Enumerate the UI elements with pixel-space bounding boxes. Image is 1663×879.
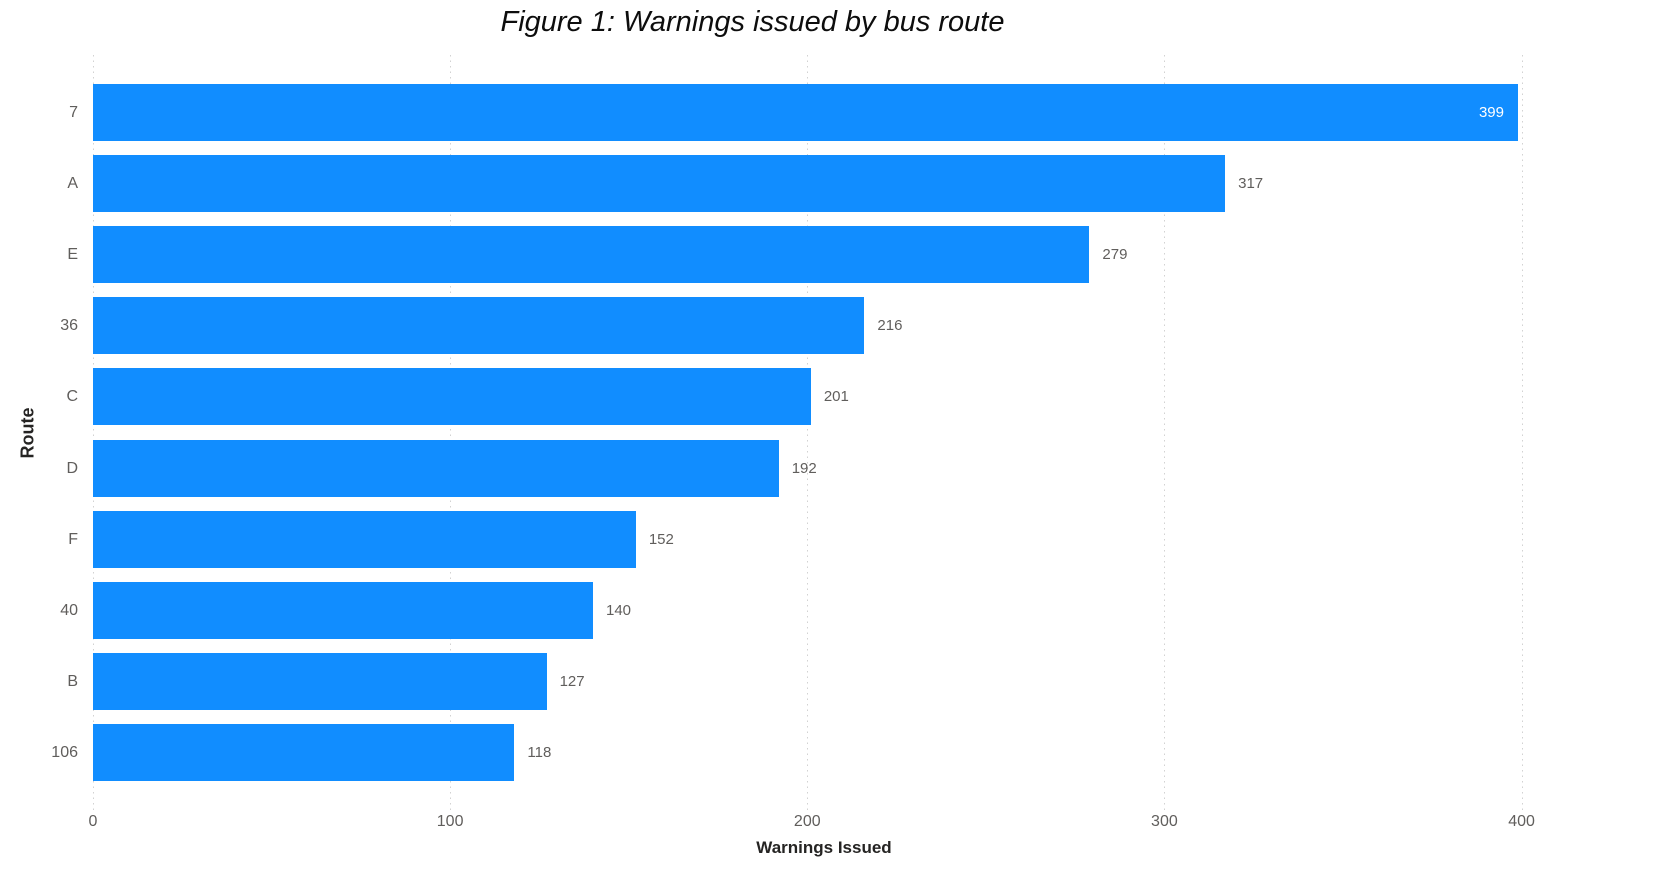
x-tick-100: 100 bbox=[436, 813, 464, 830]
bar-route-B[interactable] bbox=[93, 652, 547, 710]
bar-route-36[interactable] bbox=[93, 297, 865, 355]
value-label-7: 399 bbox=[1478, 104, 1504, 121]
category-label-36: 36 bbox=[60, 317, 78, 335]
plot-area: 399 317 279 216 201 192 152 140 127 118 bbox=[93, 55, 1663, 812]
bar-route-40[interactable] bbox=[93, 581, 593, 639]
category-label-7: 7 bbox=[69, 104, 78, 121]
gridline-200 bbox=[807, 55, 809, 812]
value-label-A: 317 bbox=[1238, 175, 1264, 193]
category-label-A: A bbox=[67, 175, 78, 193]
gridline-400 bbox=[1521, 55, 1523, 812]
gridline-0 bbox=[93, 55, 94, 812]
bar-route-106[interactable] bbox=[93, 723, 515, 781]
x-tick-400: 400 bbox=[1508, 813, 1535, 830]
value-label-C: 201 bbox=[823, 388, 849, 406]
bar-route-C[interactable] bbox=[93, 368, 811, 426]
x-axis-title: Warnings Issued bbox=[756, 838, 892, 857]
value-label-36: 216 bbox=[877, 317, 903, 335]
value-label-F: 152 bbox=[648, 530, 674, 548]
value-label-B: 127 bbox=[559, 672, 585, 690]
value-label-D: 192 bbox=[791, 459, 817, 477]
chart-title: Figure 1: Warnings issued by bus route bbox=[500, 6, 1005, 38]
category-label-106: 106 bbox=[51, 743, 78, 761]
bar-route-7[interactable] bbox=[93, 84, 1518, 141]
bar-route-F[interactable] bbox=[93, 510, 636, 568]
bar-route-E[interactable] bbox=[93, 226, 1090, 284]
gridline-300 bbox=[1164, 55, 1166, 812]
x-tick-0: 0 bbox=[88, 813, 98, 830]
category-label-F: F bbox=[68, 530, 78, 548]
gridline-100 bbox=[450, 55, 452, 812]
category-label-E: E bbox=[67, 246, 78, 264]
category-label-40: 40 bbox=[60, 601, 78, 619]
value-label-E: 279 bbox=[1102, 246, 1128, 264]
value-label-106: 118 bbox=[527, 743, 552, 761]
x-tick-300: 300 bbox=[1151, 813, 1178, 830]
bar-route-D[interactable] bbox=[93, 439, 779, 497]
x-tick-200: 200 bbox=[793, 813, 821, 830]
category-label-C: C bbox=[66, 388, 78, 406]
value-label-40: 140 bbox=[605, 601, 632, 619]
category-label-D: D bbox=[66, 459, 78, 477]
category-label-B: B bbox=[67, 672, 78, 690]
bar-route-A[interactable] bbox=[93, 155, 1226, 213]
